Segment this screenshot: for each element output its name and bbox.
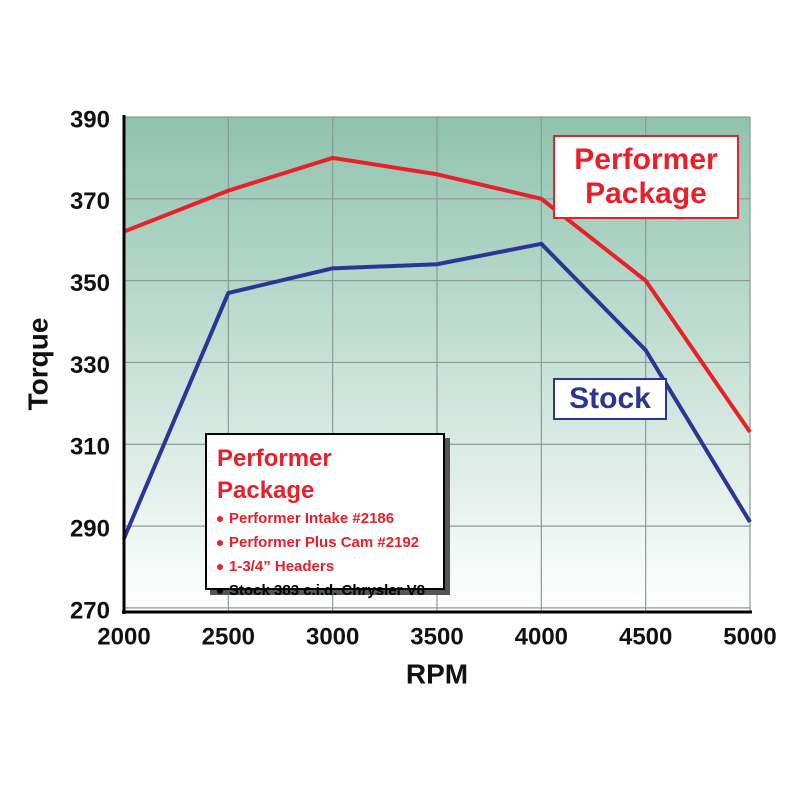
- info-title: Performer Package: [217, 445, 332, 504]
- info-item: Performer Intake #2186: [217, 507, 433, 531]
- y-tick-label: 370: [70, 188, 110, 215]
- info-box: Performer Package Performer Intake #2186…: [205, 433, 445, 599]
- x-axis-label: RPM: [406, 658, 468, 689]
- info-item: 1-3/4” Headers: [217, 555, 433, 579]
- x-tick-label: 2500: [202, 623, 255, 650]
- y-axis-label: Torque: [22, 318, 53, 411]
- x-tick-label: 5000: [723, 623, 776, 650]
- x-tick-label: 2000: [97, 623, 150, 650]
- info-items: Performer Intake #2186 Performer Plus Cam…: [217, 507, 433, 603]
- bullet: [217, 516, 223, 523]
- info-item-text: Performer Intake #2186: [229, 510, 395, 527]
- x-tick-label: 4000: [515, 623, 568, 650]
- series-label: Stock: [553, 378, 667, 420]
- bullet: [217, 540, 223, 547]
- info-item-text: Stock 383 c.i.d. Chrysler V8: [229, 582, 425, 599]
- series-line: [123, 155, 752, 434]
- series-label: Performer Package: [553, 135, 739, 219]
- info-item: Stock 383 c.i.d. Chrysler V8: [217, 579, 433, 603]
- x-tick-label: 3500: [410, 623, 463, 650]
- bullet: [217, 588, 223, 595]
- y-tick-label: 270: [70, 597, 110, 624]
- y-tick-label: 350: [70, 270, 110, 297]
- y-tick-label: 310: [70, 434, 110, 461]
- x-tick-label: 3000: [306, 623, 359, 650]
- bullet: [217, 564, 223, 571]
- info-item-text: Performer Plus Cam #2192: [229, 534, 420, 551]
- info-item: Performer Plus Cam #2192: [217, 531, 433, 555]
- y-tick-label: 390: [70, 106, 110, 133]
- y-tick-label: 330: [70, 352, 110, 379]
- x-tick-label: 4500: [619, 623, 672, 650]
- series-line: [122, 241, 752, 540]
- info-item-text: 1-3/4” Headers: [229, 558, 335, 575]
- y-tick-label: 290: [70, 515, 110, 542]
